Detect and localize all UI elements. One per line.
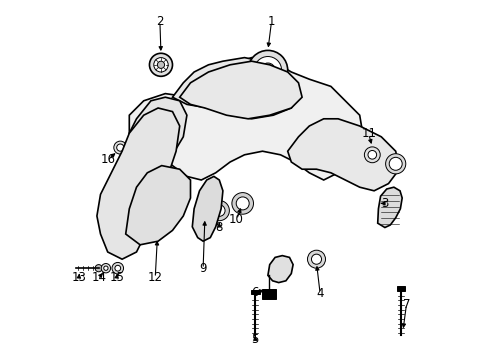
Circle shape — [149, 53, 172, 76]
Text: 2: 2 — [156, 15, 163, 28]
Circle shape — [95, 265, 102, 272]
Circle shape — [311, 254, 321, 264]
Circle shape — [260, 63, 275, 77]
Bar — [396, 286, 405, 291]
Polygon shape — [129, 58, 363, 180]
Circle shape — [153, 58, 168, 72]
Circle shape — [264, 67, 270, 73]
Text: 10: 10 — [229, 213, 244, 226]
Circle shape — [385, 154, 405, 174]
Circle shape — [112, 262, 123, 274]
Polygon shape — [179, 61, 302, 119]
Circle shape — [231, 193, 253, 214]
Circle shape — [109, 171, 163, 225]
Circle shape — [364, 147, 380, 163]
Text: 5: 5 — [251, 333, 259, 346]
Circle shape — [101, 264, 110, 273]
Text: 11: 11 — [361, 127, 375, 140]
Circle shape — [307, 250, 325, 268]
Text: 14: 14 — [91, 271, 106, 284]
Text: 8: 8 — [215, 221, 223, 234]
Polygon shape — [129, 97, 186, 162]
Text: 1: 1 — [267, 15, 275, 28]
Polygon shape — [172, 58, 298, 119]
Text: 16: 16 — [101, 153, 116, 166]
Polygon shape — [97, 108, 179, 259]
Circle shape — [247, 50, 287, 90]
Circle shape — [200, 202, 213, 215]
Circle shape — [117, 144, 123, 151]
Text: 13: 13 — [71, 271, 86, 284]
Text: 9: 9 — [199, 262, 206, 275]
Polygon shape — [192, 176, 223, 241]
Polygon shape — [377, 187, 401, 228]
Circle shape — [117, 178, 156, 218]
Circle shape — [103, 266, 108, 270]
Circle shape — [236, 197, 249, 210]
Circle shape — [131, 193, 142, 203]
Text: 4: 4 — [316, 287, 323, 300]
Text: 3: 3 — [381, 197, 388, 210]
Circle shape — [367, 150, 376, 159]
Polygon shape — [287, 119, 399, 191]
Text: 12: 12 — [147, 271, 163, 284]
Text: 6: 6 — [251, 286, 259, 299]
Text: 15: 15 — [109, 271, 124, 284]
Circle shape — [123, 185, 149, 211]
Text: 7: 7 — [402, 298, 409, 311]
Polygon shape — [267, 256, 292, 283]
Polygon shape — [125, 166, 190, 245]
Circle shape — [115, 265, 121, 271]
Circle shape — [114, 141, 126, 154]
Circle shape — [209, 201, 229, 221]
Bar — [250, 290, 259, 294]
Circle shape — [196, 198, 217, 220]
Bar — [261, 289, 276, 299]
Circle shape — [157, 61, 164, 68]
Circle shape — [254, 57, 281, 84]
Circle shape — [213, 205, 224, 216]
Circle shape — [388, 157, 401, 170]
